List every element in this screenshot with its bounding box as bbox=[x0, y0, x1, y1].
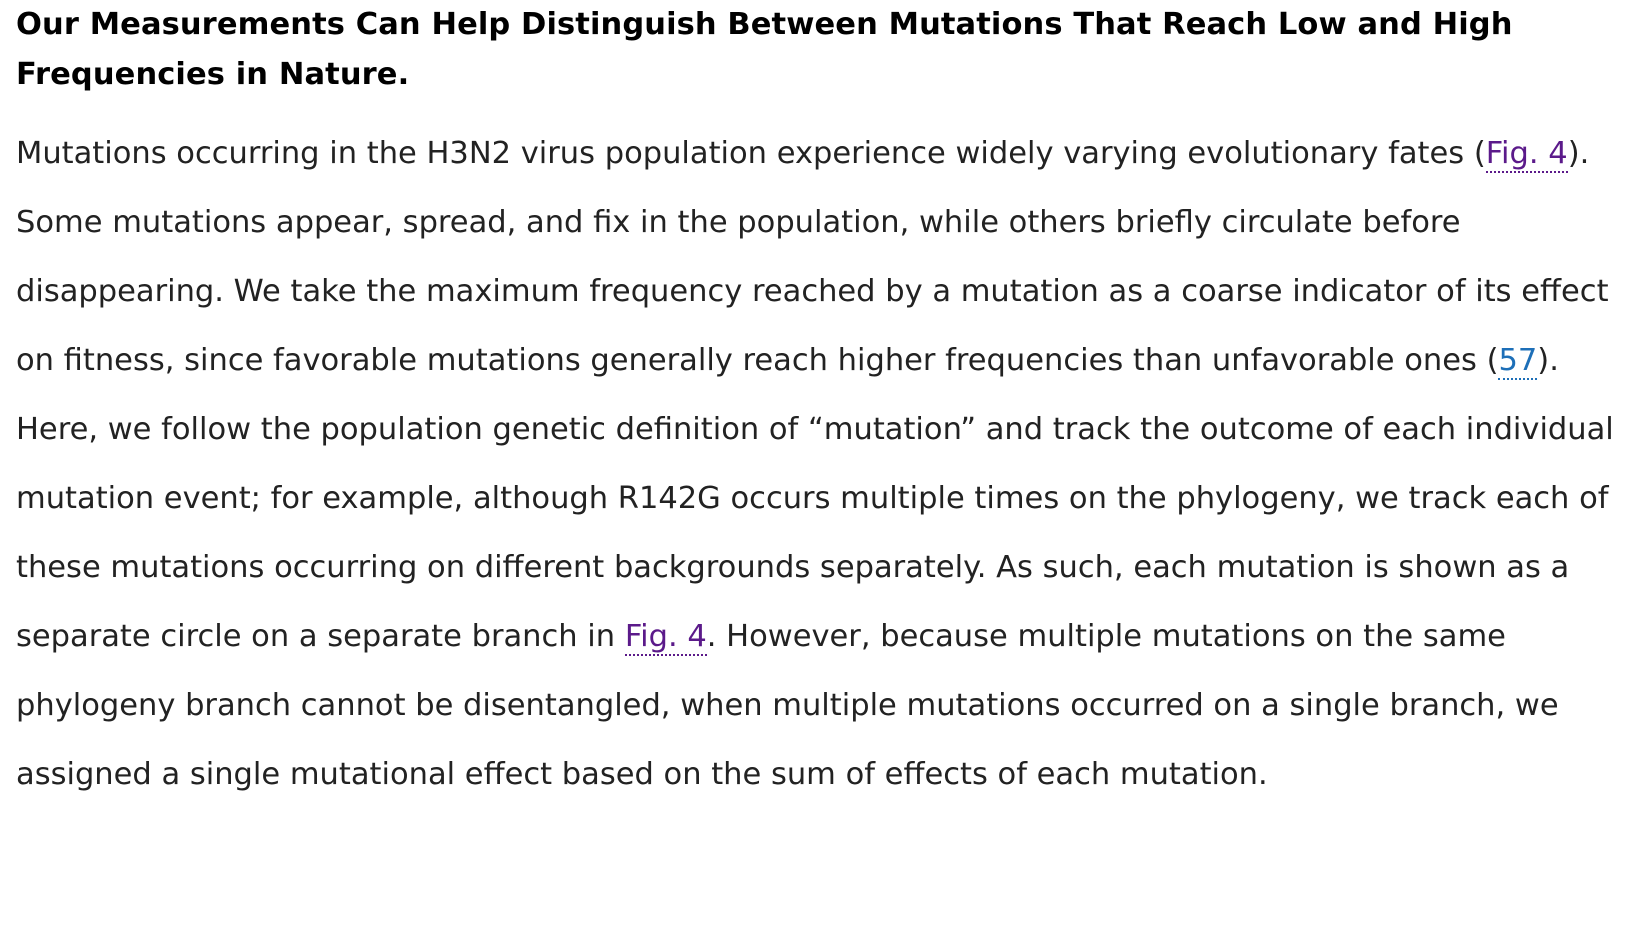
paragraph-text: ). Here, we follow the population geneti… bbox=[16, 343, 1614, 654]
body-paragraph: Mutations occurring in the H3N2 virus po… bbox=[16, 119, 1624, 809]
paragraph-text: ). Some mutations appear, spread, and fi… bbox=[16, 136, 1609, 378]
reference-57-link[interactable]: 57 bbox=[1498, 343, 1538, 380]
paragraph-text: Mutations occurring in the H3N2 virus po… bbox=[16, 136, 1486, 171]
paragraph-text: . However, because multiple mutations on… bbox=[16, 619, 1559, 792]
figure-4-link[interactable]: Fig. 4 bbox=[624, 619, 707, 656]
figure-4-link[interactable]: Fig. 4 bbox=[1485, 136, 1568, 173]
article-section: Our Measurements Can Help Distinguish Be… bbox=[16, 0, 1624, 809]
section-heading: Our Measurements Can Help Distinguish Be… bbox=[16, 7, 1513, 92]
